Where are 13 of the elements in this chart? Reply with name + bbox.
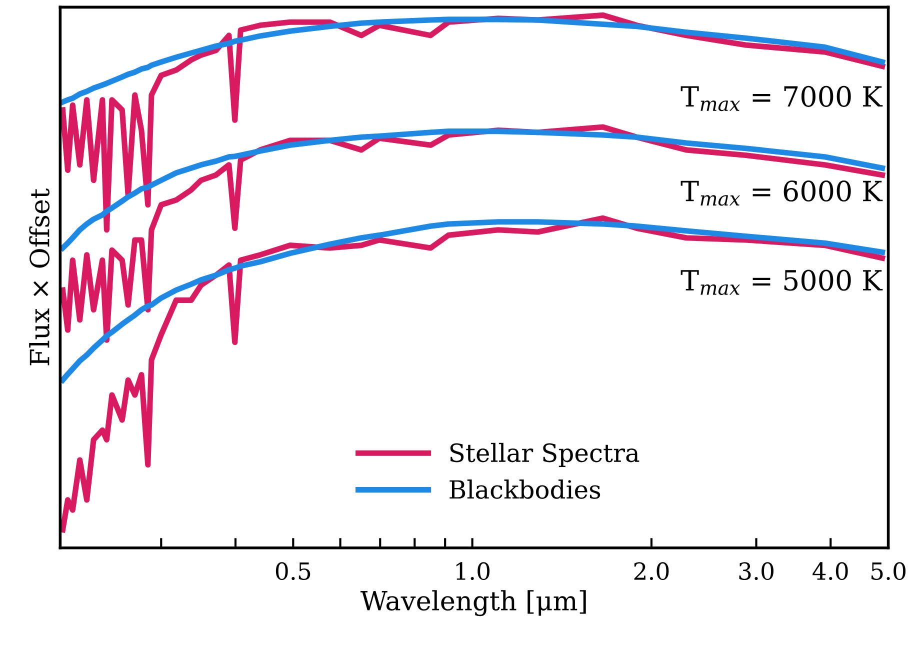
legend-label: Stellar Spectra [450,442,640,468]
x-tick-label: 3.0 [739,562,774,580]
y-axis-title: Flux × Offset [29,188,50,366]
legend-label: Blackbodies [450,480,600,499]
x-tick-label: 4.0 [812,562,848,580]
x-axis-title: Wavelength [μm] [360,590,586,616]
annotation: T$_{max}$ = 7000 K [680,86,883,112]
x-tick-label: 5.0 [872,562,906,580]
x-tick-label: 0.5 [276,562,310,580]
annotation: T$_{max}$ = 5000 K [680,270,883,295]
annotation: T$_{max}$ = 6000 K [680,180,883,206]
x-tick-label: 2.0 [634,562,669,580]
x-tick-label: 1.0 [456,562,490,580]
